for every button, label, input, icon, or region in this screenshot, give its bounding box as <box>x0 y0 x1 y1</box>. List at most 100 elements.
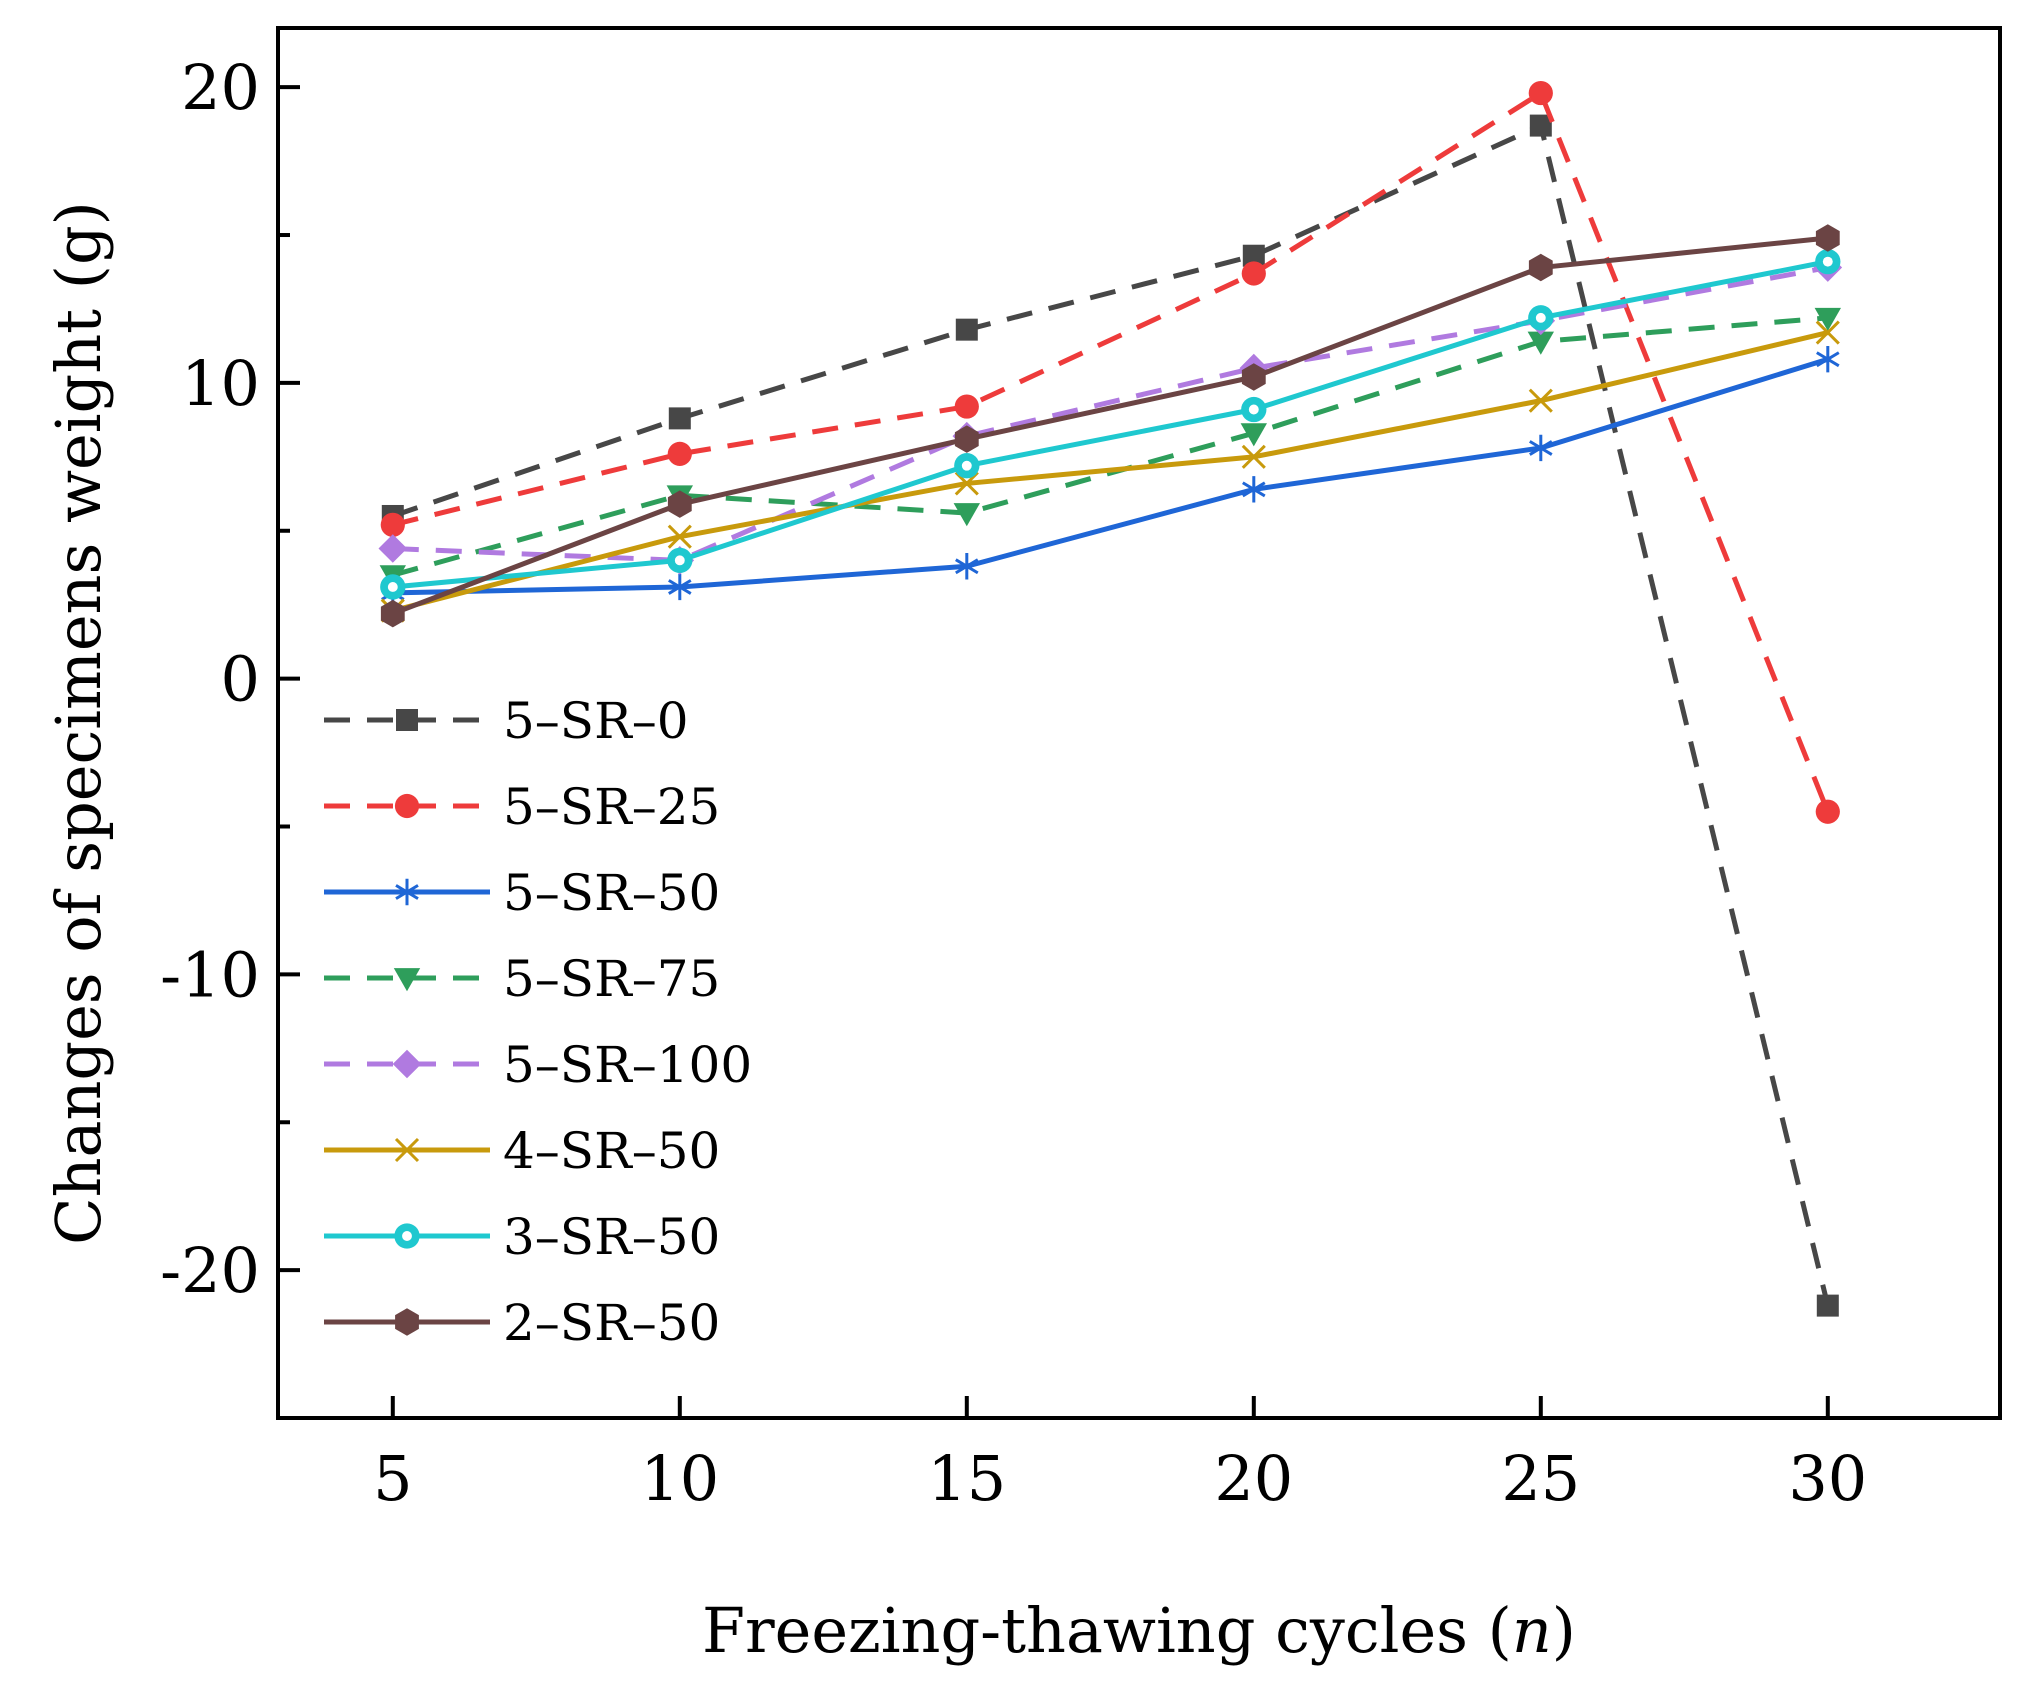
data-point <box>1814 307 1841 332</box>
legend-label: 5–SR–25 <box>503 778 720 836</box>
x-axis-title-text: Freezing-thawing cycles ( <box>702 1594 1512 1667</box>
data-point <box>380 574 406 600</box>
series-layer <box>378 80 1843 1317</box>
legend-entry: 5–SR–0 <box>324 692 689 750</box>
series-5–SR–0 <box>381 114 1839 1317</box>
legend-marker <box>395 878 419 906</box>
data-point <box>954 453 980 479</box>
data-point <box>955 318 978 341</box>
legend-marker <box>394 1137 420 1163</box>
x-tick-label: 15 <box>927 1442 1006 1515</box>
series-4–SR–50 <box>380 320 1840 623</box>
series-line <box>392 330 1829 614</box>
legend-entry: 3–SR–50 <box>324 1208 720 1266</box>
marker-ring-center <box>1535 312 1546 323</box>
series-line <box>392 356 1829 596</box>
data-point <box>1815 224 1840 252</box>
legend-label: 5–SR–0 <box>503 692 689 750</box>
axes-layer: 5 10 15 20 25 30 -20 -10 0 10 20 <box>160 51 1867 1515</box>
legend-marker <box>396 709 418 731</box>
series-line <box>392 265 1829 563</box>
series-3–SR–50 <box>380 248 1841 600</box>
data-point <box>667 441 692 466</box>
data-point <box>380 512 405 537</box>
legend-entry: 5–SR–75 <box>324 950 720 1008</box>
data-point <box>667 490 692 518</box>
data-point <box>667 524 692 549</box>
series-line <box>391 235 1829 616</box>
legend-entry: 5–SR–50 <box>324 864 720 922</box>
data-point <box>954 425 979 453</box>
y-tick-label: 10 <box>181 347 260 420</box>
y-axis-title: Changes of specimens weight (g) <box>42 201 115 1245</box>
data-point <box>1529 114 1552 137</box>
data-point <box>1816 346 1840 373</box>
series-line <box>392 259 1829 590</box>
data-point <box>380 599 405 628</box>
y-tick-label: 0 <box>221 643 260 716</box>
data-point <box>1528 305 1554 331</box>
x-axis-title-close: ) <box>1552 1594 1576 1667</box>
series-5–SR–25 <box>380 80 1840 824</box>
data-point <box>1241 444 1266 469</box>
data-point <box>378 534 408 563</box>
x-tick-label: 10 <box>640 1442 719 1515</box>
y-tick-label: 20 <box>181 51 260 124</box>
legend-label: 2–SR–50 <box>503 1294 720 1352</box>
data-point <box>1528 388 1553 413</box>
marker-ring-center <box>961 460 972 471</box>
legend-entry: 5–SR–100 <box>324 1036 752 1094</box>
legend-label: 3–SR–50 <box>503 1208 720 1266</box>
data-point <box>955 553 979 580</box>
marker-ring-center <box>674 555 685 566</box>
x-tick-label: 25 <box>1501 1442 1580 1515</box>
data-point <box>953 503 980 527</box>
data-point <box>1528 80 1553 106</box>
legend-entry: 5–SR–25 <box>324 778 720 836</box>
data-point <box>1240 423 1267 447</box>
data-point <box>1816 1294 1839 1317</box>
data-point <box>1529 434 1553 462</box>
series-line <box>392 315 1829 578</box>
legend: 5–SR–0 5–SR–25 5–SR–50 5–SR–75 5–SR–100 4–SR–… <box>324 692 752 1352</box>
legend-label: 4–SR–50 <box>503 1122 720 1180</box>
data-point <box>1527 331 1554 355</box>
data-point <box>954 471 979 496</box>
data-point <box>1815 799 1840 824</box>
data-point <box>667 547 693 573</box>
x-tick-label: 30 <box>1788 1442 1867 1515</box>
data-point <box>1241 261 1266 286</box>
legend-entry: 2–SR–50 <box>324 1294 720 1352</box>
data-point <box>1241 363 1266 391</box>
legend-marker <box>393 968 421 992</box>
data-point <box>668 573 692 601</box>
x-axis-title: Freezing-thawing cycles (n) <box>702 1594 1576 1667</box>
legend-label: 5–SR–50 <box>503 864 720 922</box>
data-point <box>954 394 979 419</box>
marker-ring-center <box>1822 256 1833 267</box>
data-point <box>668 407 691 430</box>
series-line <box>392 90 1831 813</box>
marker-ring-center <box>387 582 398 592</box>
marker-ring-center <box>1248 404 1259 415</box>
legend-marker <box>395 1308 419 1336</box>
legend-label: 5–SR–100 <box>503 1036 752 1094</box>
data-point <box>1528 253 1553 282</box>
x-tick-label: 20 <box>1214 1442 1293 1515</box>
series-2–SR–50 <box>380 224 1840 628</box>
legend-marker <box>392 1049 422 1079</box>
y-tick-label: -20 <box>160 1234 260 1307</box>
x-axis-title-variable: n <box>1512 1594 1552 1667</box>
legend-marker <box>394 1223 420 1249</box>
x-tick-label: 5 <box>373 1442 412 1515</box>
data-point <box>1815 320 1840 345</box>
data-point <box>1815 248 1841 275</box>
series-line <box>391 123 1831 1307</box>
data-point <box>1242 244 1265 267</box>
legend-entry: 4–SR–50 <box>324 1122 720 1180</box>
marker-ring-center <box>402 1231 412 1241</box>
y-tick-label: -10 <box>160 938 260 1011</box>
plot-frame <box>276 26 2002 1420</box>
data-point <box>1241 396 1267 423</box>
